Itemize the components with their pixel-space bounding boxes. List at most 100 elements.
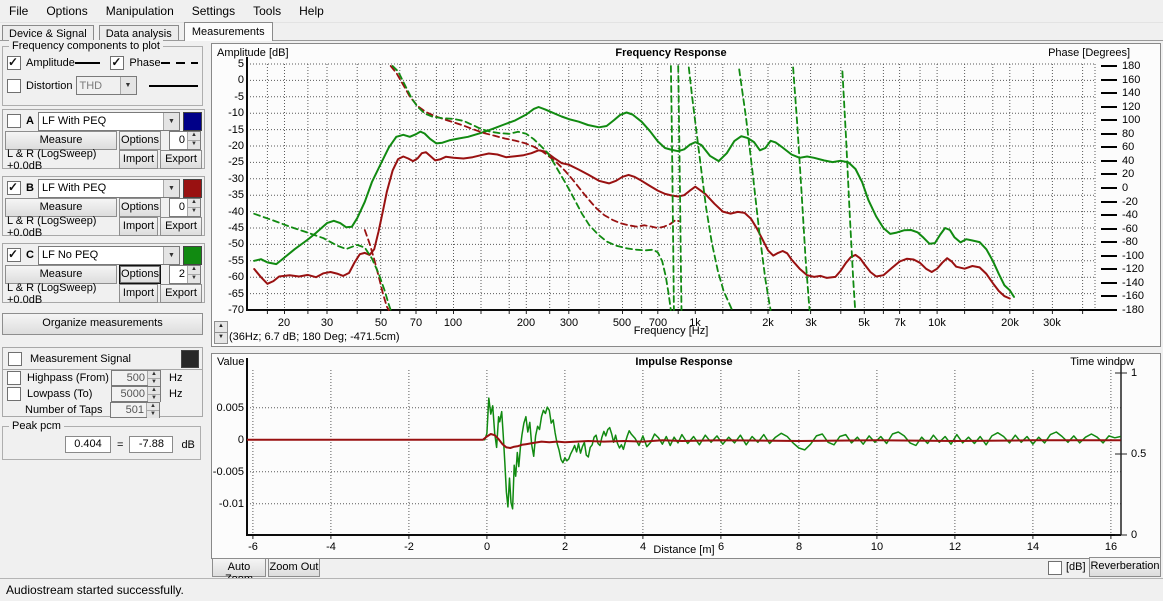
measurement-a-checkbox[interactable] [7, 114, 21, 128]
main-content: Frequency components to plot Amplitude P… [0, 40, 1163, 585]
measurement-b-color-swatch[interactable] [183, 178, 202, 198]
status-bar: Audiostream started successfully. [0, 578, 1163, 601]
db-scale-label: [dB] [1066, 561, 1086, 573]
measurement-a-select[interactable]: LF With PEQ ▼ [37, 111, 180, 131]
distortion-type-select[interactable]: THD ▼ [75, 76, 137, 95]
phase-label: Phase [129, 57, 161, 69]
impulse-response-panel: Value Impulse Response Time window 0.005… [211, 353, 1161, 559]
import-a-button[interactable]: Import [119, 150, 158, 169]
tab-device-and-signal[interactable]: Device & Signal [2, 25, 94, 41]
distortion-checkbox[interactable] [7, 78, 21, 93]
spinner-up-icon[interactable]: ▲ [188, 266, 200, 274]
highpass-label: Highpass (From) [27, 372, 109, 384]
tab-bar: Device & Signal Data analysis Measuremen… [0, 22, 1163, 41]
measurement-block-b: B LF With PEQ ▼ Measure Options 0 ▲▼ L &… [2, 176, 205, 239]
tab-measurements[interactable]: Measurements [183, 22, 273, 41]
measure-a-button[interactable]: Measure [5, 131, 117, 150]
options-c-button[interactable]: Options [119, 265, 161, 284]
spinner-up-icon[interactable]: ▲ [188, 132, 200, 140]
impulse-right-axis-title: Time window [1070, 356, 1134, 368]
impulse-x-axis-label: Distance [m] [653, 544, 715, 556]
b-impulse-curve [247, 433, 1121, 449]
c-phase-curve [677, 65, 683, 311]
measurement-c-checkbox[interactable] [7, 247, 21, 262]
measurement-signal-checkbox[interactable] [8, 351, 22, 366]
impulse-response-plot[interactable] [212, 354, 1160, 558]
c-phase-curve [253, 212, 392, 311]
phase-checkbox[interactable] [110, 55, 125, 70]
freq-right-axis-title: Phase [Degrees] [1048, 47, 1130, 59]
measure-c-button[interactable]: Measure [5, 265, 117, 284]
freq-left-axis-title: Amplitude [dB] [217, 47, 289, 59]
b-phase-curve [389, 65, 680, 229]
menu-item-settings[interactable]: Settings [191, 4, 236, 18]
db-scale-checkbox[interactable] [1048, 561, 1062, 575]
tab-data-analysis[interactable]: Data analysis [98, 25, 179, 41]
measurement-c-color-swatch[interactable] [183, 245, 202, 265]
spinner-down-icon[interactable]: ▼ [188, 140, 200, 149]
spinner-down-icon[interactable]: ▼ [147, 410, 159, 418]
frequency-response-plot[interactable] [212, 44, 1160, 346]
peak-db-value: -7.88 [129, 436, 174, 453]
import-b-button[interactable]: Import [119, 217, 158, 236]
measurement-a-color-swatch[interactable] [183, 111, 202, 131]
highpass-spinner[interactable]: 500 ▲ ▼ [111, 370, 161, 386]
offset-a-spinner[interactable]: 0 ▲ ▼ [169, 131, 201, 150]
menu-item-tools[interactable]: Tools [253, 4, 282, 18]
spinner-down-icon[interactable]: ▼ [148, 378, 160, 386]
chevron-down-icon: ▼ [163, 179, 179, 197]
offset-b-value: 0 [178, 201, 185, 213]
menu-item-help[interactable]: Help [299, 4, 324, 18]
chevron-down-icon: ▼ [163, 112, 179, 130]
export-b-button[interactable]: Export [160, 217, 202, 236]
organize-measurements-button[interactable]: Organize measurements [2, 313, 203, 335]
taps-spinner[interactable]: 501 ▲ ▼ [110, 402, 160, 418]
measurement-c-letter: C [26, 249, 34, 261]
options-b-button[interactable]: Options [119, 198, 161, 217]
spinner-down-icon[interactable]: ▼ [188, 274, 200, 283]
group-title: Frequency components to plot [9, 40, 163, 52]
peak-pcm-group: Peak pcm 0.404 = -7.88 dB [2, 420, 201, 460]
export-a-button[interactable]: Export [160, 150, 202, 169]
spinner-up-icon[interactable]: ▲ [147, 403, 159, 410]
lowpass-checkbox[interactable] [7, 387, 21, 401]
signal-b-label: L & R (LogSweep) +0.0dB [7, 214, 97, 239]
amplitude-checkbox[interactable] [7, 55, 21, 70]
measurement-c-select[interactable]: LF No PEQ ▼ [37, 245, 180, 265]
export-c-button[interactable]: Export [160, 284, 202, 303]
zoom-down-button[interactable]: ▼ [214, 332, 228, 344]
menu-item-options[interactable]: Options [46, 4, 88, 18]
highpass-value: 500 [126, 372, 145, 384]
import-c-button[interactable]: Import [119, 284, 158, 303]
reverberation-button[interactable]: Reverberation [1089, 557, 1161, 577]
spinner-up-icon[interactable]: ▲ [148, 387, 160, 394]
spinner-up-icon[interactable]: ▲ [188, 199, 200, 207]
zoom-out-button[interactable]: Zoom Out [268, 558, 320, 577]
spinner-up-icon[interactable]: ▲ [148, 371, 160, 378]
highpass-checkbox[interactable] [7, 371, 21, 385]
measurement-b-name: LF With PEQ [41, 182, 107, 194]
measure-b-button[interactable]: Measure [5, 198, 117, 217]
freq-x-axis-label: Frequency [Hz] [633, 325, 709, 337]
measurement-a-letter: A [26, 115, 34, 127]
c-phase-curve [669, 65, 675, 311]
frequency-response-panel: Amplitude [dB] Frequency Response Phase … [211, 43, 1161, 347]
measurement-b-checkbox[interactable] [7, 180, 21, 195]
menu-item-file[interactable]: File [9, 4, 29, 18]
offset-c-spinner[interactable]: 2 ▲ ▼ [169, 265, 201, 284]
menu-item-manipulation[interactable]: Manipulation [105, 4, 174, 18]
options-a-button[interactable]: Options [119, 131, 161, 150]
c-phase-curve [391, 65, 672, 311]
lowpass-spinner[interactable]: 5000 ▲ ▼ [111, 386, 161, 402]
lowpass-unit: Hz [169, 388, 183, 400]
measurement-b-select[interactable]: LF With PEQ ▼ [37, 178, 180, 198]
b-amplitude-curve [253, 149, 1011, 300]
b-phase-curve [363, 229, 390, 311]
signal-c-label: L & R (LogSweep) +0.0dB [7, 281, 97, 306]
c-phase-curve [792, 66, 811, 311]
spinner-down-icon[interactable]: ▼ [188, 207, 200, 216]
measurement-signal-color-swatch[interactable] [181, 349, 199, 368]
spinner-down-icon[interactable]: ▼ [148, 394, 160, 402]
auto-zoom-button[interactable]: Auto Zoom [212, 558, 266, 585]
offset-b-spinner[interactable]: 0 ▲ ▼ [169, 198, 201, 217]
